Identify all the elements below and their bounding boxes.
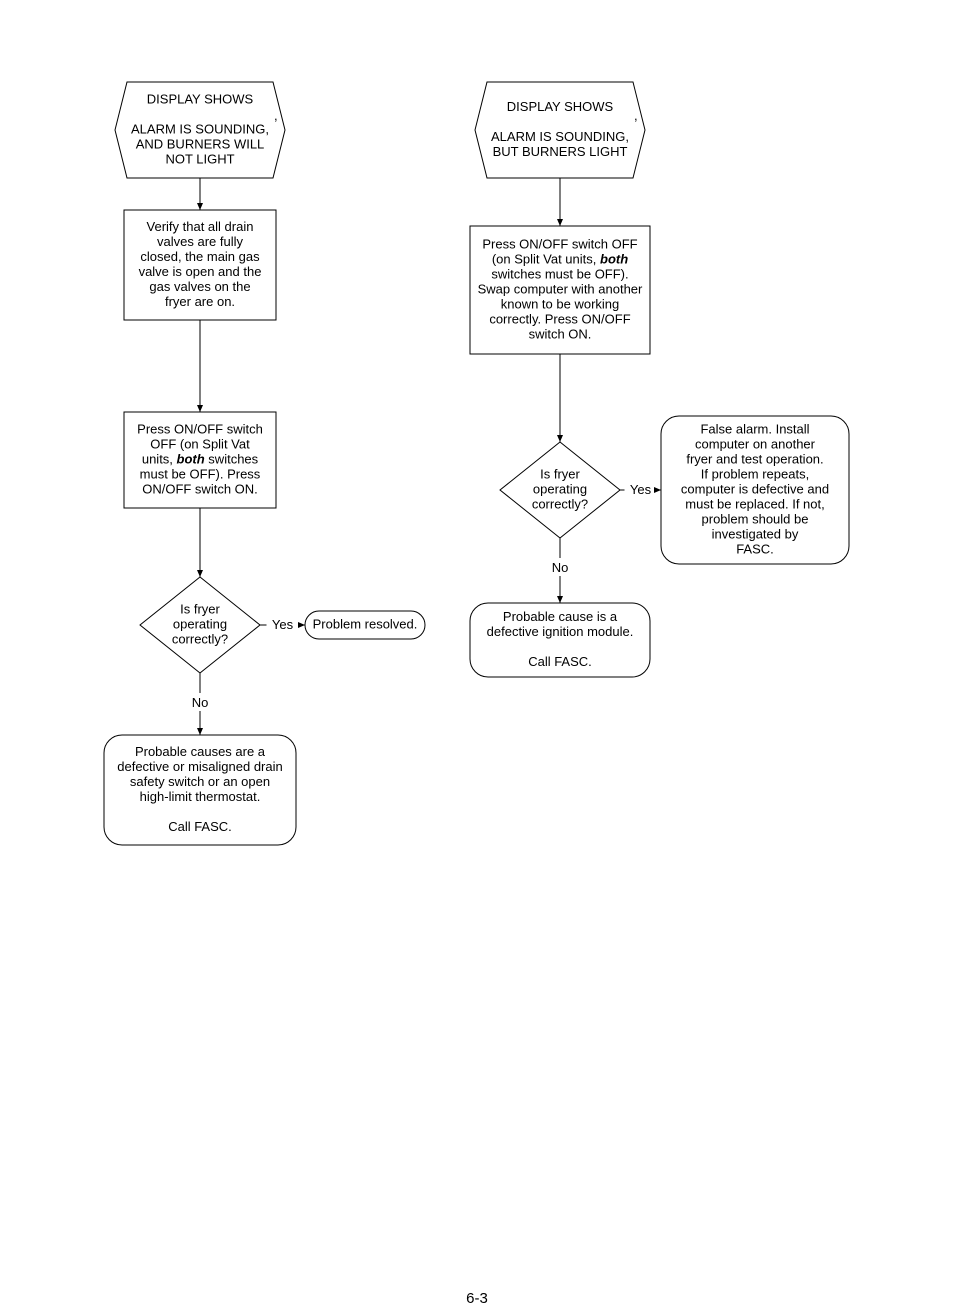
svg-text:DISPLAY SHOWS: DISPLAY SHOWS [507, 99, 614, 114]
svg-text:must be OFF). Press: must be OFF). Press [140, 467, 261, 482]
svg-text:operating: operating [173, 617, 227, 632]
svg-text:correctly?: correctly? [532, 497, 588, 512]
troubleshooting-flowchart: DISPLAY SHOWSALARM IS SOUNDING,AND BURNE… [0, 0, 954, 870]
svg-text:closed, the main gas: closed, the main gas [140, 249, 260, 264]
svg-text:No: No [192, 695, 209, 710]
svg-text:OFF (on Split Vat: OFF (on Split Vat [150, 437, 250, 452]
svg-text:Call FASC.: Call FASC. [528, 654, 592, 669]
svg-text:False alarm. Install: False alarm. Install [700, 422, 809, 437]
svg-text:safety switch or an open: safety switch or an open [130, 774, 270, 789]
svg-text:fryer and test operation.: fryer and test operation. [686, 452, 823, 467]
page-number: 6-3 [466, 1290, 488, 1307]
svg-text:valves are fully: valves are fully [157, 234, 243, 249]
svg-text:FASC.: FASC. [736, 542, 774, 557]
svg-text:Probable cause is a: Probable cause is a [503, 609, 618, 624]
svg-text:defective or misaligned drain: defective or misaligned drain [117, 759, 282, 774]
svg-text:known to be working: known to be working [501, 297, 620, 312]
svg-text:Call FASC.: Call FASC. [168, 819, 232, 834]
svg-text:computer is defective and: computer is defective and [681, 482, 829, 497]
svg-text:valve is open and the: valve is open and the [139, 264, 262, 279]
svg-text:NOT LIGHT: NOT LIGHT [165, 152, 234, 167]
svg-text:If problem repeats,: If problem repeats, [701, 467, 809, 482]
svg-text:,: , [634, 108, 638, 123]
svg-text:operating: operating [533, 482, 587, 497]
svg-text:must be replaced. If not,: must be replaced. If not, [685, 497, 824, 512]
svg-text:switch ON.: switch ON. [529, 327, 592, 342]
svg-text:Yes: Yes [630, 482, 652, 497]
svg-text:DISPLAY SHOWS: DISPLAY SHOWS [147, 92, 254, 107]
svg-text:Press ON/OFF switch OFF: Press ON/OFF switch OFF [482, 237, 637, 252]
svg-text:Problem resolved.: Problem resolved. [313, 617, 418, 632]
svg-text:investigated by: investigated by [712, 527, 799, 542]
svg-text:computer on another: computer on another [695, 437, 816, 452]
svg-text:,: , [274, 108, 278, 123]
svg-text:switches must be OFF).: switches must be OFF). [491, 267, 628, 282]
svg-text:Is fryer: Is fryer [180, 602, 220, 617]
svg-text:correctly?: correctly? [172, 632, 228, 647]
svg-text:ALARM IS SOUNDING,: ALARM IS SOUNDING, [491, 129, 629, 144]
svg-text:Yes: Yes [272, 617, 294, 632]
svg-text:No: No [552, 560, 569, 575]
svg-text:Probable causes are a: Probable causes are a [135, 744, 266, 759]
svg-text:(on Split Vat units, both: (on Split Vat units, both [492, 252, 628, 267]
svg-text:ON/OFF switch ON.: ON/OFF switch ON. [142, 482, 258, 497]
svg-text:Verify that all drain: Verify that all drain [147, 219, 254, 234]
svg-text:Swap computer with another: Swap computer with another [478, 282, 643, 297]
svg-text:units, both switches: units, both switches [142, 452, 259, 467]
svg-text:high-limit thermostat.: high-limit thermostat. [140, 789, 261, 804]
svg-text:AND BURNERS WILL: AND BURNERS WILL [136, 137, 265, 152]
svg-text:fryer are on.: fryer are on. [165, 294, 235, 309]
svg-text:Is fryer: Is fryer [540, 467, 580, 482]
svg-text:correctly. Press ON/OFF: correctly. Press ON/OFF [489, 312, 630, 327]
svg-text:ALARM IS SOUNDING,: ALARM IS SOUNDING, [131, 122, 269, 137]
svg-text:Press ON/OFF switch: Press ON/OFF switch [137, 422, 263, 437]
svg-text:problem should be: problem should be [702, 512, 809, 527]
svg-text:BUT BURNERS LIGHT: BUT BURNERS LIGHT [493, 144, 628, 159]
svg-text:defective ignition module.: defective ignition module. [487, 624, 634, 639]
svg-text:gas valves on the: gas valves on the [149, 279, 250, 294]
